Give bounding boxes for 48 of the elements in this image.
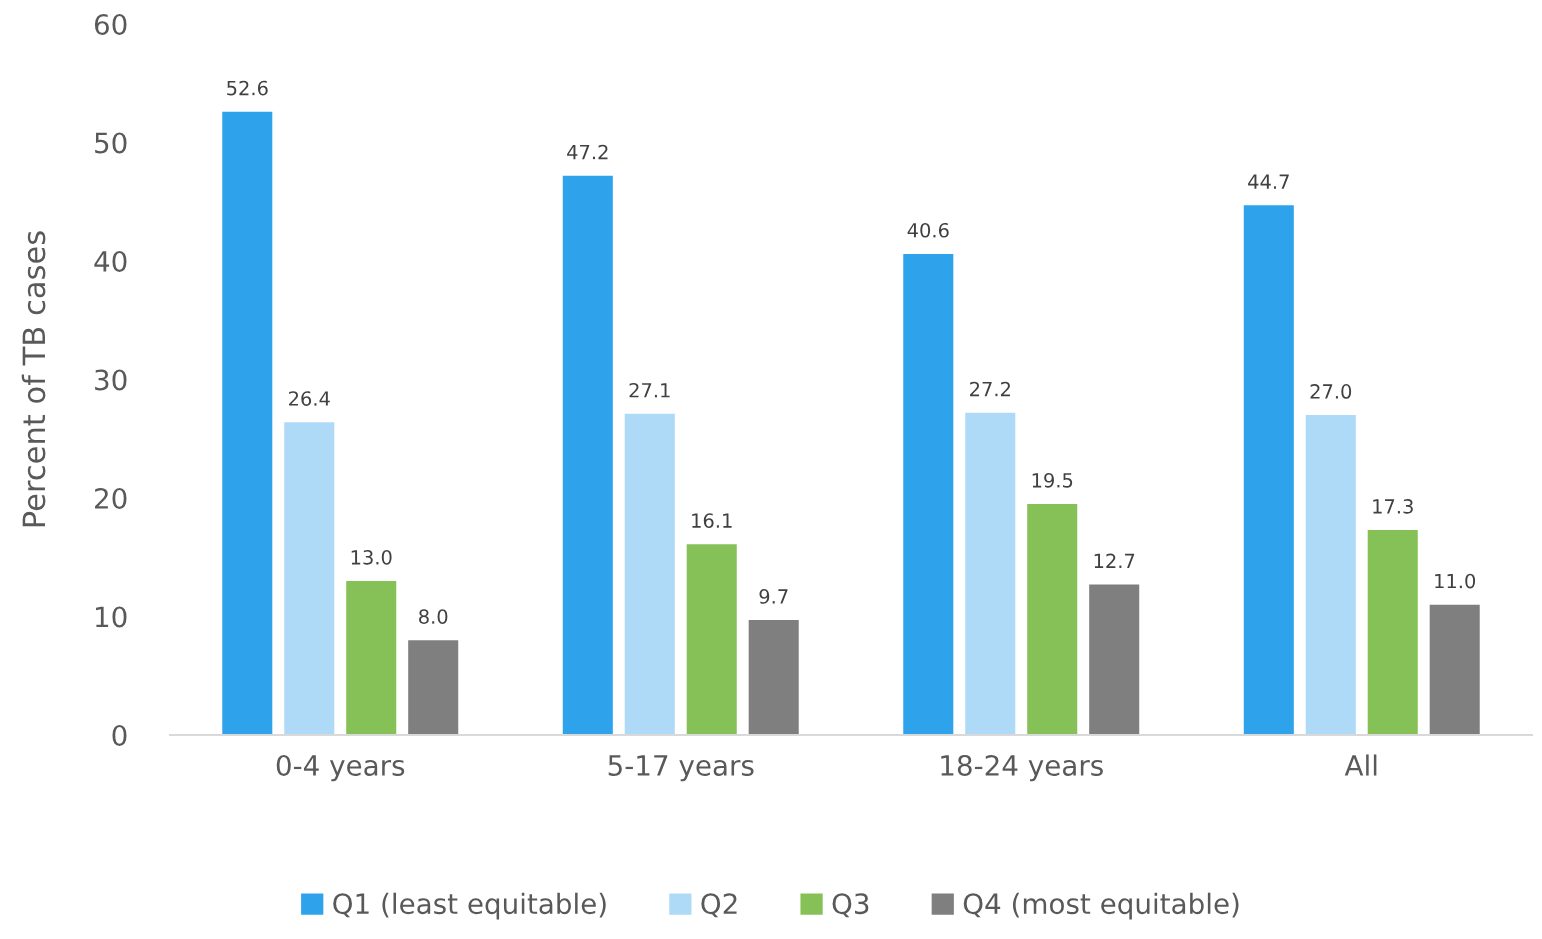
data-label: 27.1 <box>629 382 670 398</box>
bar <box>624 413 675 735</box>
y-axis-title: Percent of TB cases <box>21 231 46 527</box>
data-label: 16.1 <box>692 513 732 528</box>
bar <box>408 640 459 735</box>
bar <box>222 111 273 735</box>
y-tick-label: 60 <box>94 13 127 35</box>
y-tick-label: 10 <box>96 606 127 628</box>
data-label: 19.5 <box>1032 472 1073 488</box>
bar <box>748 620 799 735</box>
y-tick-label: 0 <box>112 724 127 746</box>
y-tick-label: 50 <box>95 132 127 154</box>
data-label: 11.0 <box>1435 573 1476 589</box>
legend-label: Q1 (least equitable) <box>333 892 606 920</box>
legend-label: Q2 <box>701 893 737 918</box>
bar <box>1027 503 1078 735</box>
y-tick-label: 40 <box>94 250 127 272</box>
data-label: 8.0 <box>419 609 448 624</box>
bar <box>1089 584 1140 735</box>
bar <box>284 422 335 735</box>
x-tick-label: 18-24 years <box>941 754 1103 782</box>
data-label: 13.0 <box>351 549 392 565</box>
bar <box>686 544 737 735</box>
data-label: 27.0 <box>1310 384 1352 399</box>
data-label: 27.2 <box>970 381 1010 397</box>
data-label: 40.6 <box>907 222 949 238</box>
bar <box>965 412 1016 735</box>
data-label: 52.6 <box>227 80 268 96</box>
y-tick-label: 20 <box>95 487 127 509</box>
bar <box>1243 205 1294 735</box>
data-label: 17.3 <box>1373 499 1413 514</box>
data-label: 26.4 <box>289 391 330 406</box>
x-tick-label: All <box>1344 754 1377 776</box>
legend-label: Q3 <box>832 893 869 918</box>
data-label: 47.2 <box>567 144 608 160</box>
data-label: 9.7 <box>759 589 788 604</box>
bar <box>1367 529 1418 735</box>
y-tick-label: 30 <box>95 369 127 391</box>
bar <box>1305 415 1356 735</box>
bar <box>346 580 397 735</box>
legend-label: Q4 (most equitable) <box>963 892 1239 920</box>
bar <box>1429 604 1480 735</box>
bar <box>562 175 613 735</box>
data-label: 44.7 <box>1248 174 1289 189</box>
x-tick-label: 0-4 years <box>276 754 405 782</box>
data-label: 12.7 <box>1094 553 1135 568</box>
bar <box>903 253 954 735</box>
x-tick-label: 5-17 years <box>608 755 754 782</box>
